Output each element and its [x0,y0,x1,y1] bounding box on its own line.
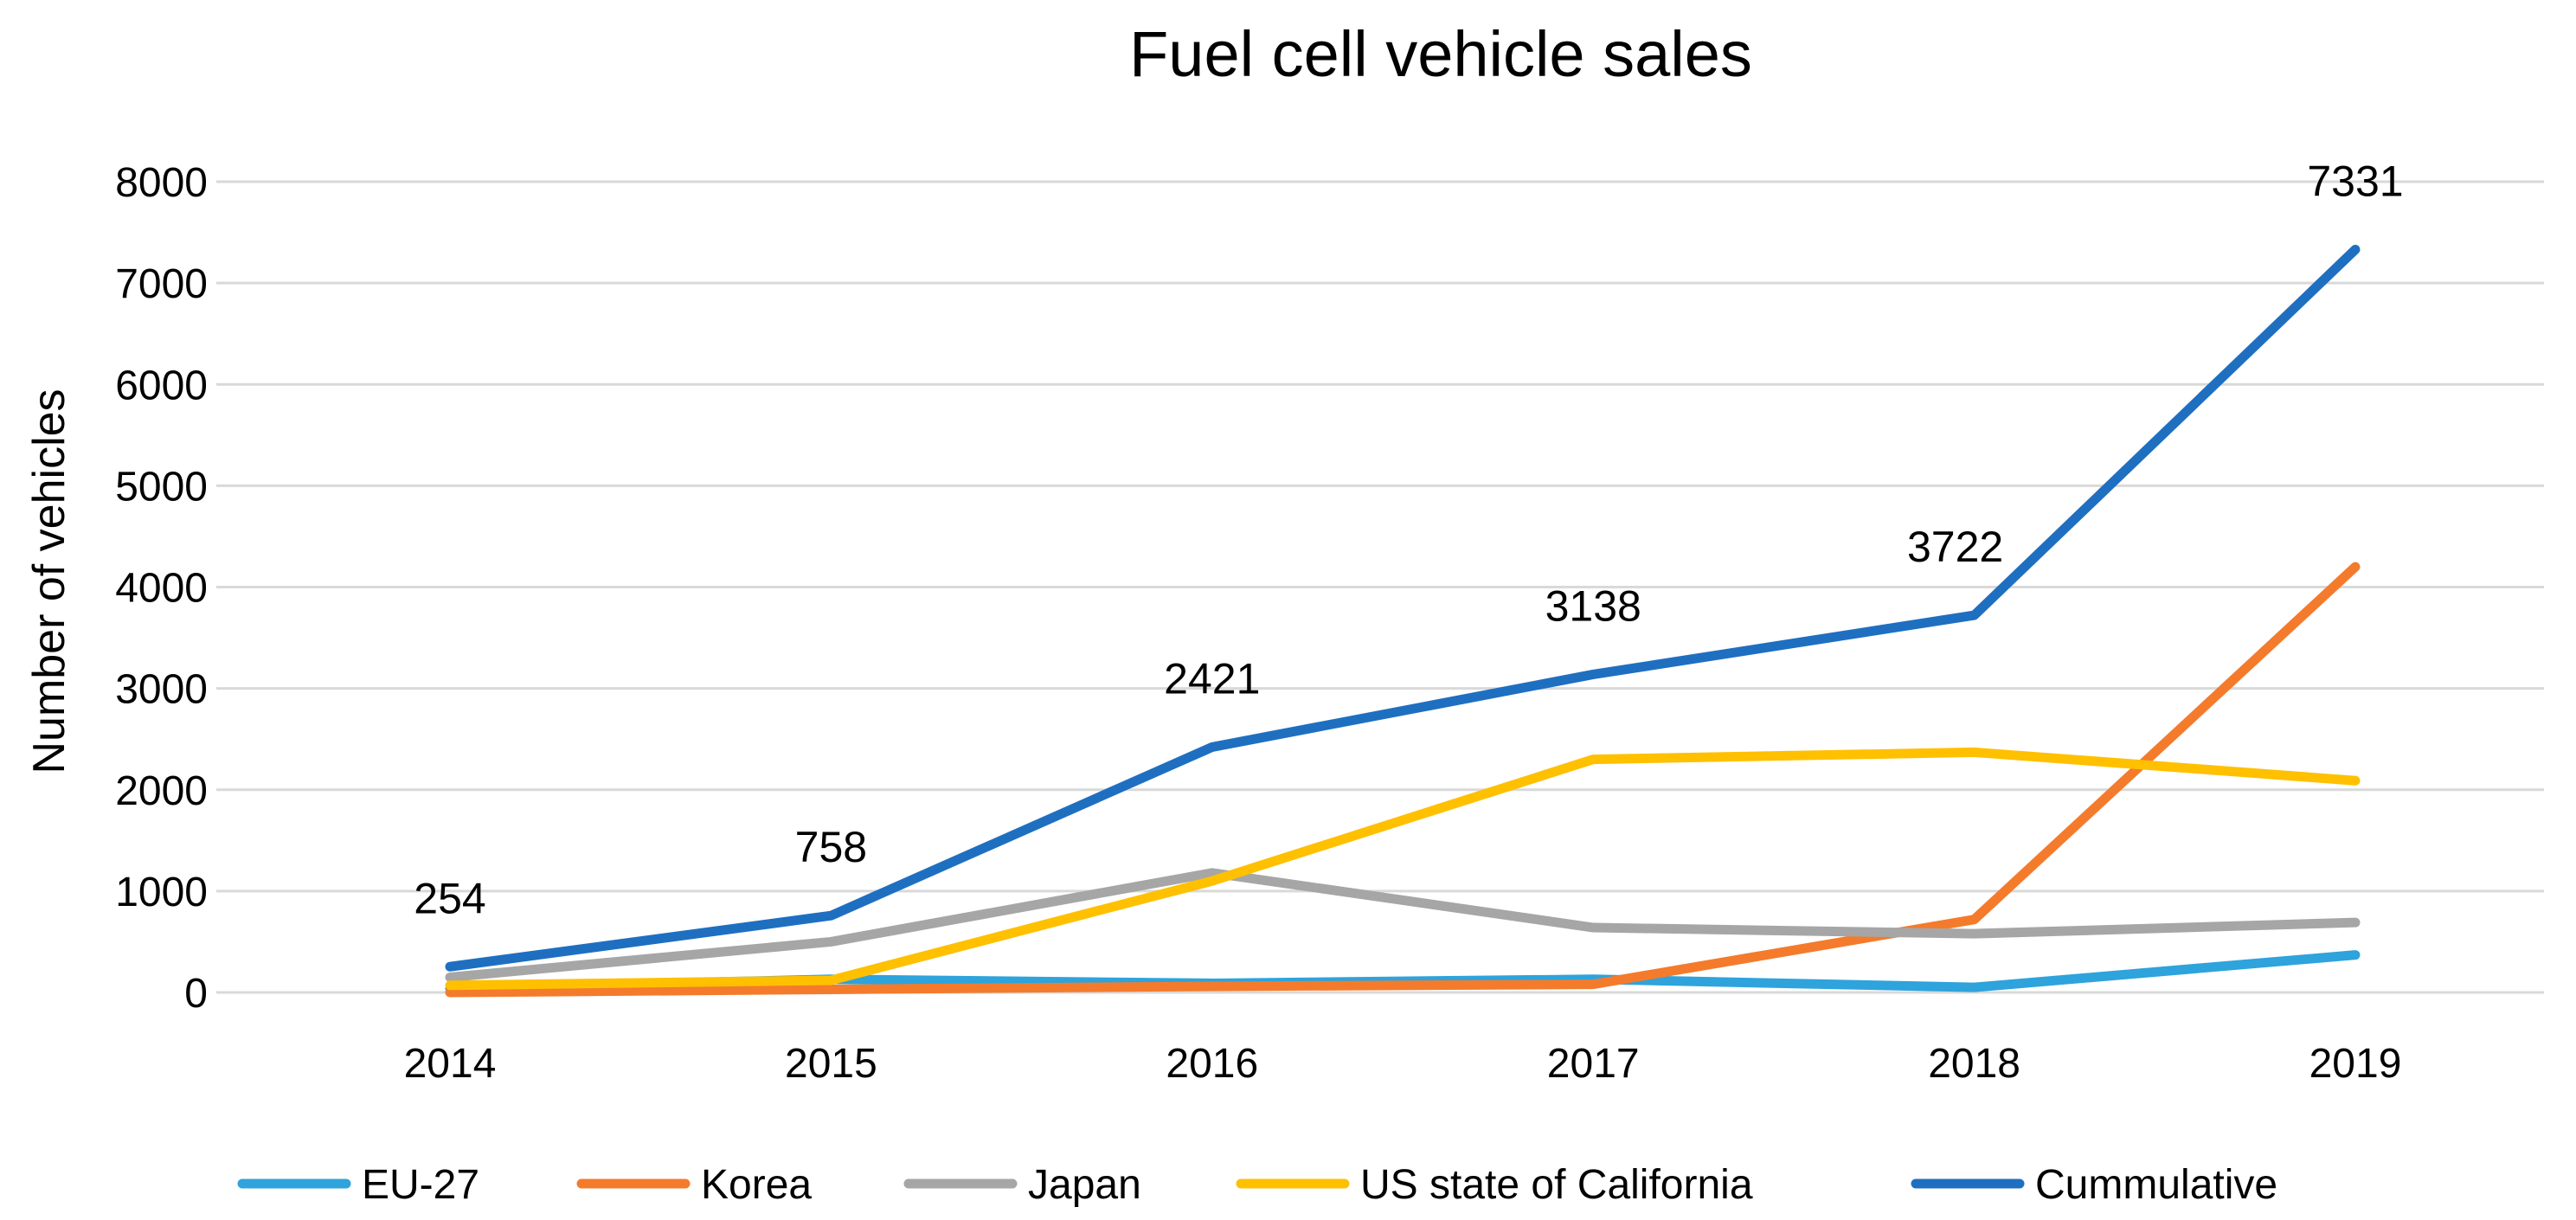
chart-title: Fuel cell vehicle sales [1129,18,1752,90]
y-axis-ticks: 0 1000 2000 3000 4000 5000 6000 7000 8000 [115,160,208,1017]
legend-label-korea: Korea [701,1162,812,1208]
data-label-2016: 2421 [1164,654,1260,703]
x-axis-ticks: 2014 2015 2016 2017 2018 2019 [404,1041,2402,1087]
legend-label-cummulative: Cummulative [2035,1162,2277,1208]
series-line-cummulative [445,244,2361,972]
y-tick-label-8000: 8000 [115,160,208,206]
data-label-2014: 254 [414,874,485,922]
x-tick-label-2019: 2019 [2309,1041,2402,1087]
x-tick-label-2015: 2015 [785,1041,877,1087]
series-lines [445,244,2361,998]
y-tick-label-5000: 5000 [115,464,208,510]
data-labels: 254 758 2421 3138 3722 7331 [414,157,2403,922]
data-label-2018: 3722 [1907,523,2003,571]
y-tick-label-3000: 3000 [115,667,208,713]
y-tick-label-1000: 1000 [115,870,208,915]
series-line-japan [445,868,2361,982]
x-tick-label-2016: 2016 [1166,1041,1258,1087]
y-tick-label-7000: 7000 [115,261,208,307]
series-line-us-state-of-california [445,747,2361,991]
x-tick-label-2014: 2014 [404,1041,497,1087]
legend-label-eu-27: EU-27 [362,1162,479,1208]
legend-label-us-state-of-california: US state of California [1360,1162,1753,1208]
gridlines [216,180,2544,994]
data-label-2015: 758 [795,823,867,871]
legend: EU-27 Korea Japan US state of California Cum… [237,1162,2277,1208]
data-label-2019: 7331 [2307,157,2403,205]
x-tick-label-2018: 2018 [1928,1041,2020,1087]
series-line-korea [445,562,2361,998]
x-tick-label-2017: 2017 [1547,1041,1640,1087]
data-label-2017: 3138 [1545,581,1641,630]
legend-label-japan: Japan [1028,1162,1141,1208]
y-tick-label-6000: 6000 [115,363,208,408]
y-axis-title: Number of vehicles [24,388,74,774]
y-tick-label-2000: 2000 [115,768,208,814]
y-tick-label-4000: 4000 [115,566,208,612]
y-tick-label-0: 0 [184,971,208,1017]
